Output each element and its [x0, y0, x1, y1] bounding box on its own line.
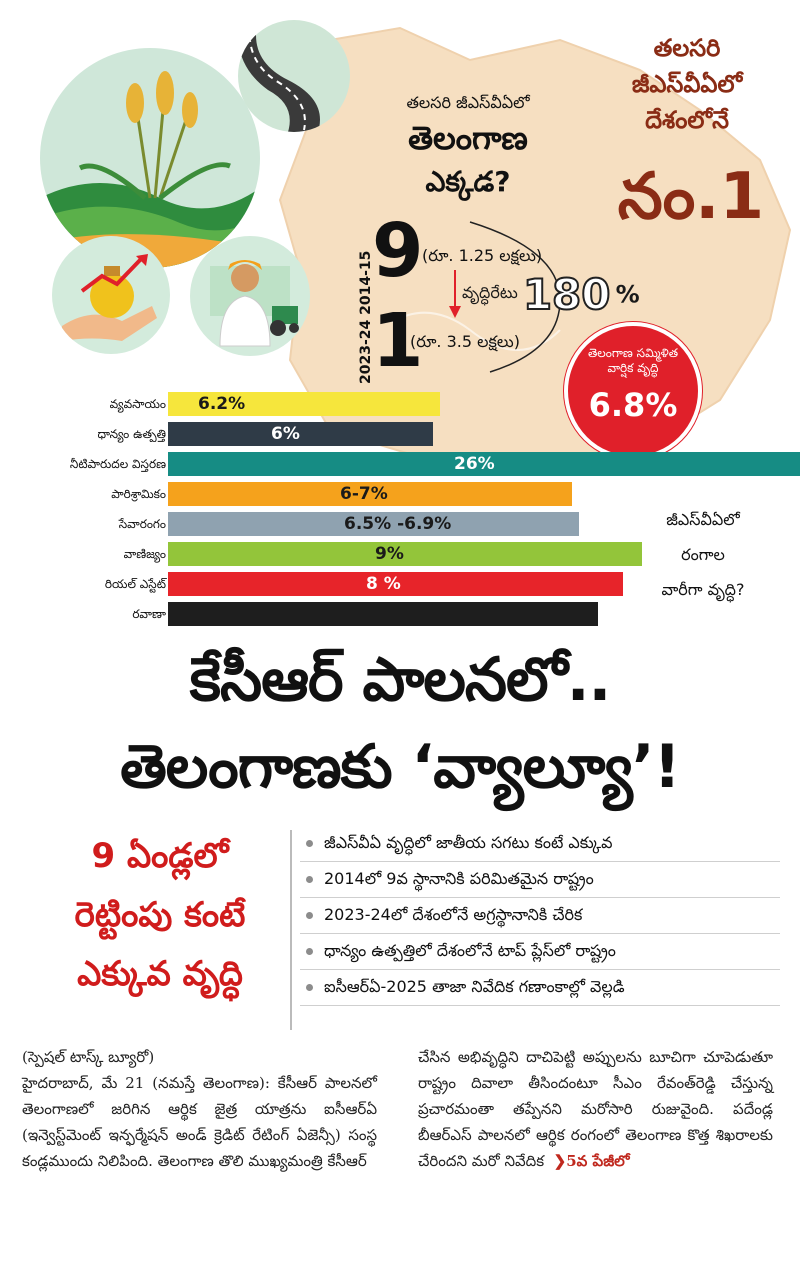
sector-bar — [168, 482, 572, 506]
article-column-1: (స్పెషల్ టాస్క్ బ్యూరో) హైదరాబాద్, మే 21… — [22, 1044, 377, 1174]
bullet-icon — [306, 948, 313, 955]
bullet-icon — [306, 984, 313, 991]
sector-value: 6-7% — [340, 484, 388, 504]
rank-2023: 1 — [372, 298, 424, 384]
sector-row: రియల్ ఎస్టేట్ 8 % — [0, 572, 800, 596]
sector-row: వాణిజ్యం 9% — [0, 542, 800, 566]
subhead: 9 ఏండ్లలో రెట్టింపు కంటే ఎక్కువ వృద్ధి — [40, 827, 280, 1004]
headline-line2: తెలంగాణకు ‘వ్యాల్యూ’! — [120, 732, 681, 802]
cagr-badge: తెలంగాణ సమ్మిళిత వార్షిక వృద్ధి 6.8% — [564, 322, 702, 460]
highlight-item: ఐసీఆర్ఏ-2025 తాజా నివేదిక గణాంకాల్లో వెల… — [300, 970, 780, 1006]
sector-bar — [168, 542, 642, 566]
sector-label: సేవారంగం — [118, 517, 166, 531]
article-text-2-body: చేసిన అభివృద్ధిని దాచిపెట్టి అప్పులను బూ… — [418, 1048, 773, 1170]
highlight-item: 2023-24లో దేశంలోనే అగ్రస్థానానికి చేరిక — [300, 898, 780, 934]
sector-label: వ్యవసాయం — [109, 397, 166, 411]
sector-value: 9% — [375, 544, 404, 564]
sector-row: పారిశ్రామికం 6-7% — [0, 482, 800, 506]
farmer-illustration — [190, 236, 310, 356]
sector-bar — [168, 422, 433, 446]
road-illustration — [238, 20, 350, 132]
article-text-1: హైదరాబాద్, మే 21 (నమస్తే తెలంగాణ): కేసీఆ… — [22, 1074, 377, 1170]
sector-row: వ్యవసాయం 6.2% — [0, 392, 800, 416]
rank-2014: 9 — [372, 208, 424, 294]
sector-value: 26% — [454, 454, 495, 474]
top-right-line3: దేశంలోనే — [645, 106, 729, 134]
sector-label: ధాన్యం ఉత్పత్తి — [97, 427, 166, 441]
subhead-line1: 9 ఏండ్లలో — [91, 836, 229, 876]
sector-label: నీటిపారుదల విస్తరణ — [69, 457, 166, 471]
continued-link[interactable]: ❯5వ పేజీలో — [553, 1152, 630, 1170]
bullet-icon — [306, 876, 313, 883]
sector-bar — [168, 452, 800, 476]
top-right-claim: తలసరి జీఎస్‌వీఏలో దేశంలోనే — [602, 30, 772, 138]
sector-value: 6% — [271, 424, 300, 444]
sector-question-line1: జీఎస్‌వీఏలో — [666, 510, 740, 529]
article-column-2: చేసిన అభివృద్ధిని దాచిపెట్టి అప్పులను బూ… — [418, 1044, 773, 1174]
cagr-label: తెలంగాణ సమ్మిళిత వార్షిక వృద్ధి — [587, 346, 679, 375]
cagr-value: 6.8% — [588, 386, 678, 424]
highlights-list: జీఎస్‌వీఏ వృద్ధిలో జాతీయ సగటు కంటే ఎక్కు… — [300, 826, 780, 1006]
byline: (స్పెషల్ టాస్క్ బ్యూరో) — [22, 1048, 155, 1066]
sector-bar — [168, 392, 440, 416]
sector-value: 6.2% — [198, 394, 246, 414]
sector-row: రవాణా — [0, 602, 800, 626]
subhead-line2: రెట్టింపు కంటే — [74, 895, 246, 935]
rank-2014-value: (రూ. 1.25 లక్షలు) — [422, 246, 543, 265]
bullet-icon — [306, 912, 313, 919]
highlight-item: 2014లో 9వ స్థానానికి పరిమితమైన రాష్ట్రం — [300, 862, 780, 898]
finance-illustration — [52, 236, 170, 354]
sector-row: సేవారంగం 6.5% -6.9% — [0, 512, 800, 536]
highlight-item: ధాన్యం ఉత్పత్తిలో దేశంలోనే టాప్ ప్లేస్‌ల… — [300, 934, 780, 970]
sector-bar — [168, 602, 598, 626]
top-right-line1: తలసరి — [653, 34, 721, 62]
bullet-icon — [306, 840, 313, 847]
map-question-line2: తెలంగాణ — [408, 119, 528, 157]
sector-label: రియల్ ఎస్టేట్ — [104, 577, 166, 591]
sector-label: రవాణా — [132, 607, 166, 621]
rank-badge: నం.1 — [617, 160, 764, 234]
sector-question-line2: రంగాల — [681, 545, 725, 564]
sector-row: ధాన్యం ఉత్పత్తి 6% — [0, 422, 800, 446]
top-right-line2: జీఎస్‌వీఏలో — [631, 70, 743, 98]
highlight-text: 2014లో 9వ స్థానానికి పరిమితమైన రాష్ట్రం — [324, 869, 594, 888]
sector-question: జీఎస్‌వీఏలో రంగాల వారీగా వృద్ధి? — [628, 502, 778, 607]
highlight-text: 2023-24లో దేశంలోనే అగ్రస్థానానికి చేరిక — [324, 905, 583, 924]
divider — [290, 830, 292, 1030]
highlight-text: జీఎస్‌వీఏ వృద్ధిలో జాతీయ సగటు కంటే ఎక్కు… — [324, 833, 613, 852]
sector-question-line3: వారీగా వృద్ధి? — [661, 580, 745, 599]
sector-bar — [168, 512, 579, 536]
headline-line1: కేసీఆర్ పాలనలో.. — [189, 645, 612, 715]
map-question-line3: ఎక్కడ? — [425, 165, 511, 198]
subhead-line3: ఎక్కువ వృద్ధి — [77, 954, 243, 994]
map-question: తలసరి జీఎస్‌వీఏలో తెలంగాణ ఎక్కడ? — [368, 92, 568, 202]
map-question-line1: తలసరి జీఎస్‌వీఏలో — [406, 93, 530, 112]
continued-page: 5వ పేజీలో — [566, 1152, 630, 1170]
sector-label: పారిశ్రామికం — [111, 487, 166, 501]
growth-rate-label: వృద్ధిరేటు — [462, 283, 518, 302]
article-text-2: చేసిన అభివృద్ధిని దాచిపెట్టి అప్పులను బూ… — [418, 1044, 773, 1174]
highlight-text: ఐసీఆర్ఏ-2025 తాజా నివేదిక గణాంకాల్లో వెల… — [324, 977, 625, 996]
sector-value: 6.5% -6.9% — [344, 514, 452, 534]
agriculture-illustration — [40, 48, 260, 268]
highlight-text: ధాన్యం ఉత్పత్తిలో దేశంలోనే టాప్ ప్లేస్‌ల… — [324, 941, 616, 960]
rank-2023-value: (రూ. 3.5 లక్షలు) — [410, 332, 520, 351]
sector-label: వాణిజ్యం — [123, 547, 166, 561]
sector-row: నీటిపారుదల విస్తరణ 26% — [0, 452, 800, 476]
growth-rate-unit: % — [615, 280, 640, 309]
sector-bar — [168, 572, 623, 596]
sector-value: 8 % — [366, 574, 401, 594]
growth-rate: వృద్ధిరేటు 180 % — [462, 269, 640, 320]
growth-rate-value: 180 — [522, 269, 612, 320]
highlight-item: జీఎస్‌వీఏ వృద్ధిలో జాతీయ సగటు కంటే ఎక్కు… — [300, 826, 780, 862]
